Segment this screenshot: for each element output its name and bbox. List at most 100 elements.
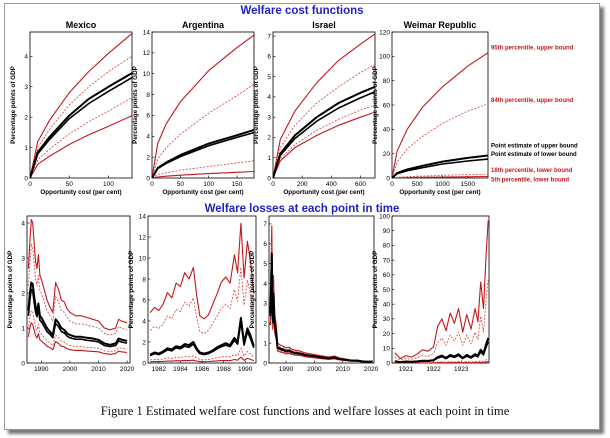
y-axis-label: Percentage points of GDP [128,251,135,329]
series-line-p95 [149,222,255,320]
series-line-p84 [392,103,488,178]
y-tick-label: 90 [383,228,391,235]
y-axis-label: Percentage points of GDP [7,251,14,329]
x-tick-label: 2020 [364,366,379,373]
series-line-p84 [152,83,254,178]
x-tick-label: 200 [297,181,308,188]
x-tick-label: 1984 [173,366,188,373]
x-axis-label: Opportunity cost (per cent) [162,189,243,196]
line-label-upper: Point estimate of upper bound [491,143,578,149]
series-line-lower [273,91,375,178]
panel-1: 0 1 2 3 4 0 50 100 Mexico Opportunity cost (per c… [10,20,133,196]
plot-frame [391,215,490,364]
y-tick-label: 0 [24,175,28,182]
series-line-p16 [392,173,488,178]
y-tick-label: 70 [383,257,391,264]
panel-3: 0 1 2 3 4 5 6 7 0 200 400 600 Israel Opportunity cost… [253,20,376,196]
x-tick-label: 2010 [336,366,351,373]
panel-8: 0 10 20 30 40 50 60 70 80 90 100 1921 1922 1923 Percen… [372,213,490,373]
x-tick-label: 1990 [238,366,253,373]
y-tick-label: 7 [263,221,267,228]
y-tick-label: 10 [383,346,391,353]
y-tick-label: 0 [386,175,390,182]
y-tick-label: 100 [379,213,390,220]
line-label-p84: 84th percentile, upper bound [491,98,574,104]
panel-4: 0 20 40 60 80 100 120 0 500 1000 1500 Weimar Republ… [372,20,578,196]
y-tick-label: 0 [146,175,150,182]
series-line-p84 [30,55,132,178]
series-line-upper [30,72,132,178]
y-tick-label: 20 [383,331,391,338]
y-tick-label: 20 [383,151,391,158]
x-tick-label: 500 [412,181,423,188]
y-tick-label: 60 [383,102,391,109]
line-label-p5: 5th percentile, lower bound [491,178,569,184]
x-tick-label: 1923 [454,366,469,373]
y-tick-label: 0 [142,360,146,367]
y-tick-label: 1 [267,155,271,162]
y-tick-label: 14 [143,29,151,36]
series-line-p16 [30,97,132,178]
x-tick-label: 1982 [152,366,167,373]
y-tick-label: 80 [383,78,391,85]
series-line-p16 [152,160,254,178]
x-tick-label: 1921 [399,366,414,373]
plot-frame [151,31,255,179]
y-tick-label: 60 [383,272,391,279]
y-tick-label: 0 [21,360,25,367]
x-tick-label: 600 [355,181,366,188]
x-tick-label: 100 [103,181,114,188]
y-tick-label: 10 [143,71,151,78]
series-line-p95 [394,220,489,360]
x-tick-label: 100 [203,181,214,188]
x-tick-label: 2010 [91,366,106,373]
y-tick-label: 3 [24,84,28,91]
x-tick-label: 1922 [426,366,441,373]
series-group [392,52,488,178]
series-line-p95 [273,33,375,178]
series-line-p95 [392,52,488,178]
y-tick-label: 5 [263,261,267,268]
x-tick-label: 1500 [461,181,476,188]
y-axis-label: Percentage points of GDP [253,66,260,144]
panel-title: Argentina [182,20,225,30]
y-tick-label: 0 [267,175,271,182]
series-line-upper [273,85,375,178]
x-tick-label: 150 [232,181,243,188]
y-tick-label: 6 [267,54,271,61]
y-tick-label: 12 [143,50,151,57]
y-tick-label: 12 [139,234,147,241]
x-tick-label: 50 [66,181,74,188]
y-axis-label: Percentage points of GDP [10,66,17,144]
panel-6: 0 2 4 6 8 10 12 14 1982 1984 1986 1988 1990 Percentag… [128,213,257,373]
series-line-p5 [392,175,488,178]
x-tick-label: 1988 [216,366,231,373]
series-line-lower [392,158,488,178]
plot-frame [391,31,489,179]
panel-title: Mexico [66,20,97,30]
x-axis-label: Opportunity cost (per cent) [283,189,364,196]
series-line-lower [27,288,128,348]
x-tick-label: 0 [271,181,275,188]
y-tick-label: 4 [24,54,28,61]
x-tick-label: 0 [150,181,154,188]
series-line-p5 [152,170,254,178]
x-tick-label: 50 [177,181,185,188]
series-line-p5 [273,111,375,178]
series-line-lower [152,131,254,178]
series-group [152,34,254,178]
y-tick-label: 4 [263,281,267,288]
series-group [149,222,255,363]
x-tick-label: 0 [28,181,32,188]
y-tick-label: 30 [383,316,391,323]
x-tick-label: 0 [390,181,394,188]
x-axis-label: Opportunity cost (per cent) [399,189,480,196]
series-line-p5 [27,322,128,355]
y-axis-label: Percentage points of GDP [372,251,379,329]
y-tick-label: 1 [24,145,28,152]
y-tick-label: 6 [146,113,150,120]
y-tick-label: 5 [267,74,271,81]
x-axis-label: Opportunity cost (per cent) [40,189,121,196]
series-line-p5 [30,115,132,178]
y-axis-label: Percentage points of GDP [132,66,139,144]
